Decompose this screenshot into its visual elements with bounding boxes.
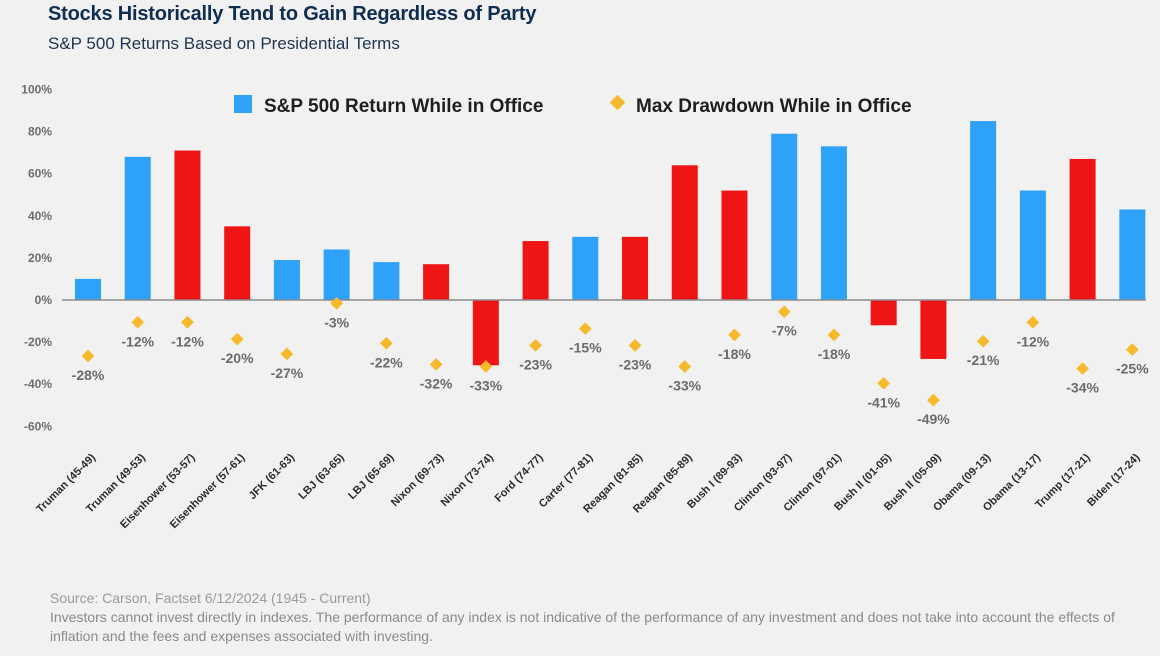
drawdown-marker (181, 315, 194, 329)
drawdown-marker (628, 339, 642, 352)
legend: S&P 500 Return While in Office Max Drawd… (234, 94, 912, 117)
drawdown-label: -33% (668, 377, 701, 393)
drawdown-marker (330, 296, 344, 310)
return-bar (1119, 209, 1146, 300)
drawdown-label: -25% (1116, 361, 1149, 377)
return-bar (522, 241, 549, 300)
return-bar (970, 121, 997, 300)
chart-subtitle: S&P 500 Returns Based on Presidential Te… (48, 34, 400, 53)
legend-swatch-return (234, 95, 252, 113)
drawdown-marker (976, 334, 990, 348)
return-bar (423, 264, 450, 300)
drawdown-label: -7% (772, 323, 797, 339)
bar-chart: 100% 80% 60% 40% 20% 0% -20% -40% -60% -28% -12% -… (21, 83, 1149, 532)
return-bar (820, 146, 847, 300)
disclaimer: Investors cannot invest directly in inde… (50, 609, 1115, 644)
legend-swatch-drawdown (609, 94, 626, 111)
drawdown-marker (877, 376, 891, 390)
x-tick-label: Ford (74-77) (493, 451, 546, 504)
y-tick-label: 20% (28, 251, 52, 265)
return-bar (373, 262, 400, 300)
drawdown-marker (1125, 343, 1139, 356)
drawdown-marker (230, 332, 244, 346)
x-tick-label: LBJ (65-69) (346, 451, 397, 502)
return-bar (472, 300, 499, 366)
drawdown-label: -12% (121, 333, 154, 349)
y-tick-label: 100% (21, 83, 52, 97)
footer: Source: Carson, Factset 6/12/2024 (1945 … (50, 589, 1150, 646)
return-bars (75, 121, 1146, 366)
return-bar (721, 190, 748, 300)
drawdown-label: -21% (967, 352, 1000, 368)
x-tick-label: JFK (61-63) (247, 451, 298, 502)
drawdown-label: -18% (818, 346, 851, 362)
drawdown-marker (1026, 315, 1040, 329)
drawdown-marker (280, 347, 294, 361)
drawdown-label: -15% (569, 340, 602, 356)
return-bar (323, 249, 350, 300)
y-tick-label: 0% (35, 293, 53, 307)
source-note: Source: Carson, Factset 6/12/2024 (1945 … (50, 590, 371, 606)
drawdown-marker (479, 360, 493, 373)
return-bar (1019, 190, 1046, 300)
drawdown-marker (578, 322, 592, 335)
drawdown-label: -41% (867, 394, 900, 410)
drawdown-marker (777, 305, 791, 319)
return-bar (920, 300, 947, 359)
drawdown-marker (728, 328, 741, 342)
drawdown-label: -34% (1066, 380, 1099, 396)
drawdown-label: -27% (271, 365, 304, 381)
return-bar (75, 278, 101, 300)
return-bar (1069, 158, 1096, 300)
return-bar (870, 300, 897, 326)
drawdown-label: -22% (370, 354, 403, 370)
drawdown-label: -32% (420, 375, 453, 391)
return-bar (572, 236, 599, 300)
x-axis-labels: Truman (45-49)Truman (49-53)Eisenhower (… (34, 451, 1142, 531)
drawdown-marker (678, 360, 692, 373)
drawdown-label: -12% (1017, 333, 1050, 349)
drawdown-marker (1076, 362, 1089, 375)
return-bar (174, 150, 201, 300)
drawdown-label: -23% (519, 356, 552, 372)
drawdown-label: -33% (469, 377, 502, 393)
y-tick-label: 40% (28, 209, 52, 223)
legend-label-return: S&P 500 Return While in Office (264, 96, 543, 117)
drawdown-markers: -28%-12% -12%-20%-27%-3%-22%-32% -33%-23%-… (72, 296, 1149, 427)
drawdown-marker (529, 339, 542, 352)
drawdown-label: -20% (221, 350, 254, 366)
drawdown-marker (81, 349, 95, 363)
return-bar (622, 236, 649, 300)
drawdown-label: -3% (324, 314, 349, 330)
drawdown-label: -18% (718, 346, 751, 362)
x-tick-label: Biden (17-24) (1085, 451, 1143, 509)
y-tick-label: 60% (28, 167, 52, 181)
drawdown-marker (429, 357, 443, 371)
x-tick-label: LBJ (63-65) (296, 451, 347, 502)
drawdown-label: -12% (171, 333, 204, 349)
drawdown-marker (827, 328, 841, 342)
drawdown-marker (380, 336, 393, 350)
drawdown-label: -23% (619, 356, 652, 372)
x-tick-label: Nixon (73-74) (439, 451, 497, 509)
drawdown-label: -49% (917, 411, 950, 427)
return-bar (273, 260, 300, 300)
drawdown-marker (927, 393, 940, 407)
y-axis: 100% 80% 60% 40% 20% 0% -20% -40% -60% (21, 83, 52, 434)
y-tick-label: -40% (24, 377, 52, 391)
legend-label-drawdown: Max Drawdown While in Office (636, 96, 912, 117)
y-tick-label: -20% (24, 335, 52, 349)
return-bar (671, 165, 698, 300)
drawdown-label: -28% (72, 367, 105, 383)
return-bar (124, 156, 151, 300)
return-bar (224, 226, 251, 300)
chart-title: Stocks Historically Tend to Gain Regardl… (48, 3, 537, 25)
drawdown-marker (131, 315, 145, 329)
return-bar (771, 133, 798, 300)
y-tick-label: 80% (28, 125, 52, 139)
y-tick-label: -60% (24, 419, 52, 433)
